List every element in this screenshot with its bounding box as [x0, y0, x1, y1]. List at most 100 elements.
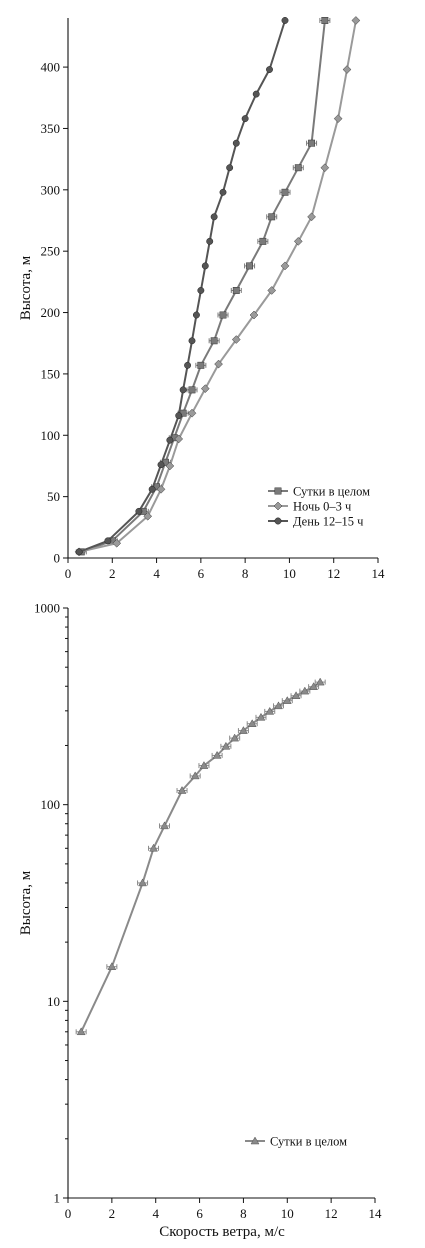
top-point-s2	[188, 337, 196, 345]
chart-log-height-profile: 0 2 4 6 8 10 12 14 1 10 100 1000 Высота, м Скорост…	[18, 601, 382, 1241]
top-point-s1	[231, 335, 241, 344]
bottom-y-tick-label: 100	[41, 797, 61, 812]
bottom-x-tick-label: 14	[369, 1206, 383, 1221]
top-x-tick-label: 10	[283, 566, 296, 581]
bottom-point-s0	[76, 1027, 86, 1036]
top-y-tick-label: 150	[41, 366, 61, 381]
top-y-tick-label: 0	[54, 551, 61, 566]
top-x-tick-label: 8	[242, 566, 249, 581]
top-point-s0	[308, 139, 316, 147]
top-point-s2	[179, 386, 187, 394]
top-legend-label-0: Сутки в целом	[293, 485, 370, 499]
top-point-s2	[201, 262, 209, 270]
bottom-point-s0	[238, 726, 248, 734]
bottom-x-tick-label: 6	[196, 1206, 203, 1221]
top-point-s1	[342, 65, 352, 74]
top-point-s1	[165, 461, 175, 471]
top-point-s2	[241, 115, 249, 123]
top-point-s1	[143, 511, 153, 521]
top-point-s1	[267, 286, 277, 295]
top-x-tick-label: 14	[372, 566, 386, 581]
bottom-point-s0	[247, 719, 257, 727]
chart-linear-height-profile: 0 2 4 6 8 10 12 14 0 50 100 150 200 250 300 350 400 Выс…	[18, 16, 385, 581]
top-point-s2	[148, 485, 156, 493]
top-point-s1	[200, 384, 210, 393]
bottom-point-s0	[256, 712, 266, 721]
top-point-s0	[268, 213, 276, 221]
bottom-point-s0	[177, 786, 187, 794]
top-point-s2	[157, 461, 165, 469]
top-point-s1	[280, 261, 290, 271]
bottom-point-s0	[190, 771, 200, 780]
top-x-tick-label: 12	[327, 566, 340, 581]
top-point-s2	[104, 537, 112, 545]
bottom-x-tick-label: 8	[240, 1206, 247, 1221]
top-point-s2	[135, 507, 143, 515]
bottom-y-tick-label: 1000	[34, 601, 60, 616]
bottom-point-s0	[160, 821, 169, 830]
top-legend-label-1: Ночь 0–3 ч	[293, 500, 351, 514]
top-point-s2	[166, 436, 174, 444]
top-x-tick-label: 6	[198, 566, 205, 581]
top-point-s2	[219, 188, 227, 196]
top-point-s2	[75, 548, 83, 556]
bottom-point-s0	[107, 962, 117, 970]
top-legend-marker-0	[274, 487, 282, 495]
bottom-series-line-0	[80, 681, 322, 1033]
bottom-point-s0	[138, 878, 147, 887]
top-x-tick-label: 0	[65, 566, 72, 581]
top-y-tick-label: 200	[41, 305, 61, 320]
top-series-line-0	[80, 19, 326, 553]
top-x-tick-label: 2	[109, 566, 116, 581]
top-point-s0	[294, 164, 302, 172]
top-point-s2	[252, 90, 260, 98]
top-y-axis-title: Высота, м	[18, 255, 34, 320]
top-point-s1	[333, 114, 343, 123]
top-point-s1	[351, 16, 361, 25]
top-point-s2	[192, 311, 200, 319]
top-point-s1	[187, 408, 197, 418]
top-series-group	[74, 16, 361, 557]
top-point-s2	[184, 361, 192, 369]
bottom-x-tick-label: 0	[65, 1206, 72, 1221]
top-point-s2	[175, 412, 183, 420]
top-legend-marker-2	[274, 517, 282, 525]
bottom-point-s0	[315, 677, 325, 686]
bottom-y-tick-label: 10	[47, 994, 60, 1009]
bottom-point-s0	[199, 761, 209, 769]
bottom-legend-label-0: Сутки в целом	[270, 1135, 347, 1149]
bottom-point-s0	[274, 701, 283, 710]
top-point-s0	[281, 188, 289, 196]
top-y-tick-label: 100	[41, 428, 61, 443]
bottom-point-s0	[282, 696, 292, 704]
top-point-s2	[281, 17, 289, 24]
bottom-point-s0	[300, 686, 310, 695]
bottom-y-tick-label: 1	[54, 1191, 61, 1206]
top-point-s2	[210, 213, 218, 221]
top-point-s2	[197, 287, 205, 294]
top-point-s0	[246, 262, 254, 270]
bottom-point-s0	[230, 733, 240, 742]
bottom-x-axis-title: Скорость ветра, м/с	[159, 1224, 285, 1240]
top-point-s2	[226, 164, 234, 172]
top-point-s1	[214, 359, 223, 369]
top-point-s1	[320, 163, 330, 173]
top-y-tick-label: 400	[41, 60, 61, 75]
top-point-s0	[321, 17, 329, 24]
top-y-tick-label: 300	[41, 182, 61, 197]
bottom-axes-group	[67, 608, 375, 1199]
bottom-point-s0	[149, 843, 158, 852]
top-x-tick-label: 4	[153, 566, 160, 581]
bottom-legend: Сутки в целом	[245, 1135, 347, 1149]
top-legend-marker-1	[273, 501, 283, 511]
bottom-x-tick-label: 2	[109, 1206, 116, 1221]
top-y-tick-label: 350	[41, 121, 61, 136]
bottom-point-s0	[265, 706, 275, 715]
top-y-tick-label: 250	[41, 244, 61, 259]
top-x-ticks: 0 2 4 6 8 10 12 14	[65, 558, 385, 581]
bottom-point-s0	[309, 682, 319, 690]
top-point-s0	[232, 287, 240, 294]
top-y-ticks: 0 50 100 150 200 250 300 350 400	[41, 60, 68, 566]
bottom-point-s0	[291, 691, 301, 699]
